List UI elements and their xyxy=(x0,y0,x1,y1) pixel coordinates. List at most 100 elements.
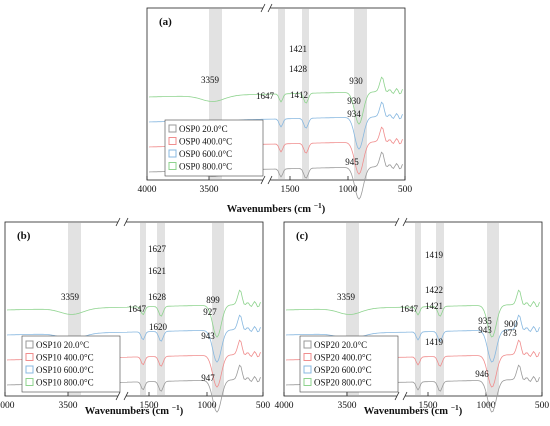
legend-swatch xyxy=(25,340,34,349)
legend-swatch xyxy=(168,137,177,145)
peak-annotation: 1647 xyxy=(128,304,147,314)
panel-label: (b) xyxy=(17,230,31,242)
axis-break-gap xyxy=(118,393,126,399)
x-tick-label: 1500 xyxy=(419,401,438,411)
peak-annotation: 1620 xyxy=(149,322,168,332)
legend-swatch xyxy=(303,353,312,361)
x-axis-label: Wavenumbers (cm −1) xyxy=(227,201,326,216)
peak-annotation: 3359 xyxy=(337,292,356,302)
axis-break-mark xyxy=(123,217,129,227)
axis-break-gap xyxy=(397,393,405,399)
shaded-band xyxy=(157,223,165,395)
peak-annotation: 943 xyxy=(201,331,215,341)
peak-annotation: 1647 xyxy=(400,304,419,314)
peak-annotation: 935 xyxy=(478,316,492,326)
peak-annotation: 930 xyxy=(347,96,361,106)
peak-annotation: 1627 xyxy=(148,244,167,254)
axis-break-mark xyxy=(394,391,400,401)
peak-annotation: 1412 xyxy=(290,90,308,100)
legend-label: OSP20 800.0°C xyxy=(314,378,372,388)
x-tick-label: 3500 xyxy=(338,401,357,411)
legend-swatch xyxy=(25,378,34,386)
legend-label: OSP20 600.0°C xyxy=(314,365,372,375)
legend-swatch xyxy=(303,378,312,386)
x-tick-label: 1000 xyxy=(339,185,358,195)
x-tick-label: 4000 xyxy=(0,401,15,411)
legend-label: OSP0 20.0°C xyxy=(179,124,228,134)
shaded-band xyxy=(140,223,146,395)
legend-swatch xyxy=(303,340,312,349)
peak-annotation: 1422 xyxy=(425,285,443,295)
plot-frame xyxy=(4,221,264,397)
shaded-band xyxy=(302,9,309,179)
axis-break-gap xyxy=(263,5,270,11)
peak-annotation: 946 xyxy=(475,369,489,379)
series-line xyxy=(6,289,261,338)
axis-break-mark xyxy=(115,217,121,227)
axis-break-mark xyxy=(402,217,408,227)
panel-label: (a) xyxy=(159,16,172,28)
peak-annotation: 1428 xyxy=(289,64,308,74)
peak-annotation: 927 xyxy=(203,307,217,317)
legend-swatch xyxy=(168,149,177,158)
axis-break-mark xyxy=(123,391,129,401)
x-tick-label: 4000 xyxy=(138,185,157,195)
legend-label: OSP10 600.0°C xyxy=(36,365,94,375)
legend-box xyxy=(21,335,121,393)
peak-annotation: 1647 xyxy=(256,91,275,101)
axis-break-mark xyxy=(402,391,408,401)
series-line xyxy=(6,314,261,363)
peak-annotation: 943 xyxy=(478,325,492,335)
x-tick-label: 3500 xyxy=(59,401,78,411)
peak-annotation: 1628 xyxy=(148,292,167,302)
axis-break-mark xyxy=(394,217,400,227)
axis-break-mark xyxy=(115,391,121,401)
peak-annotation: 1621 xyxy=(148,266,166,276)
peak-annotation: 1419 xyxy=(425,250,444,260)
legend-box xyxy=(164,119,264,177)
series-line xyxy=(285,314,540,363)
peak-annotation: 1421 xyxy=(289,44,307,54)
peak-annotation: 1421 xyxy=(425,301,443,311)
plot-frame xyxy=(283,221,543,397)
panel-label: (c) xyxy=(296,230,309,242)
x-tick-label: 500 xyxy=(398,185,413,195)
axis-break-mark xyxy=(260,175,266,185)
x-tick-label: 4000 xyxy=(275,401,294,411)
legend-label: OSP20 400.0°C xyxy=(314,353,372,363)
legend-label: OSP0 800.0°C xyxy=(179,162,232,172)
peak-annotation: 930 xyxy=(349,76,363,86)
series-line xyxy=(285,289,540,338)
shaded-band xyxy=(436,223,444,395)
series-line xyxy=(148,76,403,125)
shaded-band xyxy=(354,9,367,179)
legend-swatch xyxy=(25,365,34,374)
peak-annotation: 873 xyxy=(503,328,517,338)
legend-label: OSP0 400.0°C xyxy=(179,137,232,147)
axis-break-gap xyxy=(397,219,405,225)
panel-c: 4000 3500 1500 1000 500 (c) Wavenumbers (cm −1… xyxy=(275,217,549,417)
panel-b: 4000 3500 1500 1000 500 (b) Wavenumbers (cm −1… xyxy=(0,217,271,417)
x-tick-label: 1000 xyxy=(198,401,217,411)
legend-label: OSP10 800.0°C xyxy=(36,378,94,388)
peak-annotation: 945 xyxy=(345,157,359,167)
legend-swatch xyxy=(168,162,177,170)
plot-frame xyxy=(146,7,406,181)
legend-box xyxy=(299,335,399,393)
legend-swatch xyxy=(25,353,34,361)
peak-annotation: 900 xyxy=(504,319,518,329)
x-tick-label: 1500 xyxy=(140,401,159,411)
legend-label: OSP0 600.0°C xyxy=(179,149,232,159)
x-tick-label: 500 xyxy=(256,401,271,411)
peak-annotation: 1419 xyxy=(425,337,444,347)
shaded-band xyxy=(278,9,285,179)
peak-annotation: 3359 xyxy=(201,75,220,85)
legend-label: OSP10 400.0°C xyxy=(36,353,94,363)
x-tick-label: 1000 xyxy=(477,401,496,411)
shaded-band xyxy=(415,223,421,395)
axis-break-mark xyxy=(267,175,273,185)
peak-annotation: 3359 xyxy=(61,292,80,302)
panel-a: 4000 3500 1500 1000 500 (a) Wavenumbers (cm −1… xyxy=(138,3,413,216)
peak-annotation: 899 xyxy=(206,295,220,305)
